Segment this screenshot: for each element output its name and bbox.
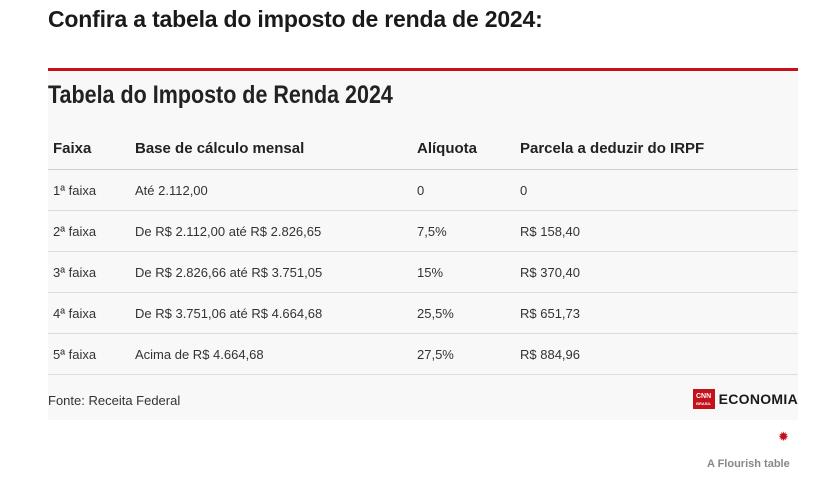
cell-faixa: 3ª faixa [53,264,97,280]
tax-table: Faixa Base de cálculo mensal Alíquota Pa… [48,127,798,375]
cell-aliquota: 25,5% [417,305,454,321]
logo-box-line2: BRASIL [696,400,712,406]
cell-parcela: 0 [520,182,528,198]
cell-base: Acima de R$ 4.664,68 [135,346,264,362]
table-row: 1ª faixa Até 2.112,00 0 0 [48,170,798,211]
column-header-aliquota: Alíquota [417,139,477,157]
cell-faixa: 1ª faixa [53,182,97,198]
cell-faixa: 2ª faixa [53,223,97,239]
table-title: Tabela do Imposto de Renda 2024 [48,81,393,109]
page-headline: Confira a tabela do imposto de renda de … [48,6,543,32]
column-header-parcela: Parcela a deduzir do IRPF [520,139,705,157]
cell-faixa: 5ª faixa [53,346,97,362]
flourish-asterisk-icon[interactable]: ✹ [778,429,789,444]
tax-table-card: Tabela do Imposto de Renda 2024 Faixa Ba… [48,68,798,420]
cell-aliquota: 7,5% [417,223,447,239]
cell-faixa: 4ª faixa [53,305,97,321]
cell-base: De R$ 3.751,06 até R$ 4.664,68 [135,305,323,321]
cell-base: Até 2.112,00 [135,182,208,198]
cell-aliquota: 0 [417,182,425,198]
logo-text: ECONOMIA [718,391,798,407]
cell-parcela: R$ 370,40 [520,264,580,280]
cell-parcela: R$ 158,40 [520,223,580,239]
table-source: Fonte: Receita Federal [48,393,181,408]
flourish-credit-link[interactable]: A Flourish table [707,458,790,470]
cell-base: De R$ 2.112,00 até R$ 2.826,65 [135,223,322,239]
cell-parcela: R$ 884,96 [520,346,580,362]
table-row: 2ª faixa De R$ 2.112,00 até R$ 2.826,65 … [48,211,798,252]
table-row: 5ª faixa Acima de R$ 4.664,68 27,5% R$ 8… [48,334,798,375]
table-row: 4ª faixa De R$ 3.751,06 até R$ 4.664,68 … [48,293,798,334]
cell-aliquota: 15% [417,264,444,280]
cell-aliquota: 27,5% [417,346,454,362]
column-header-base: Base de cálculo mensal [135,139,305,157]
table-header-row: Faixa Base de cálculo mensal Alíquota Pa… [48,127,798,170]
cnn-economia-logo[interactable]: CNN BRASIL ECONOMIA [692,389,798,409]
cell-base: De R$ 2.826,66 até R$ 3.751,05 [135,264,323,280]
table-row: 3ª faixa De R$ 2.826,66 até R$ 3.751,05 … [48,252,798,293]
column-header-faixa: Faixa [53,139,92,157]
logo-box-line1: CNN [696,392,712,400]
cnn-logo-icon: CNN BRASIL [692,389,715,409]
cell-parcela: R$ 651,73 [520,305,580,321]
